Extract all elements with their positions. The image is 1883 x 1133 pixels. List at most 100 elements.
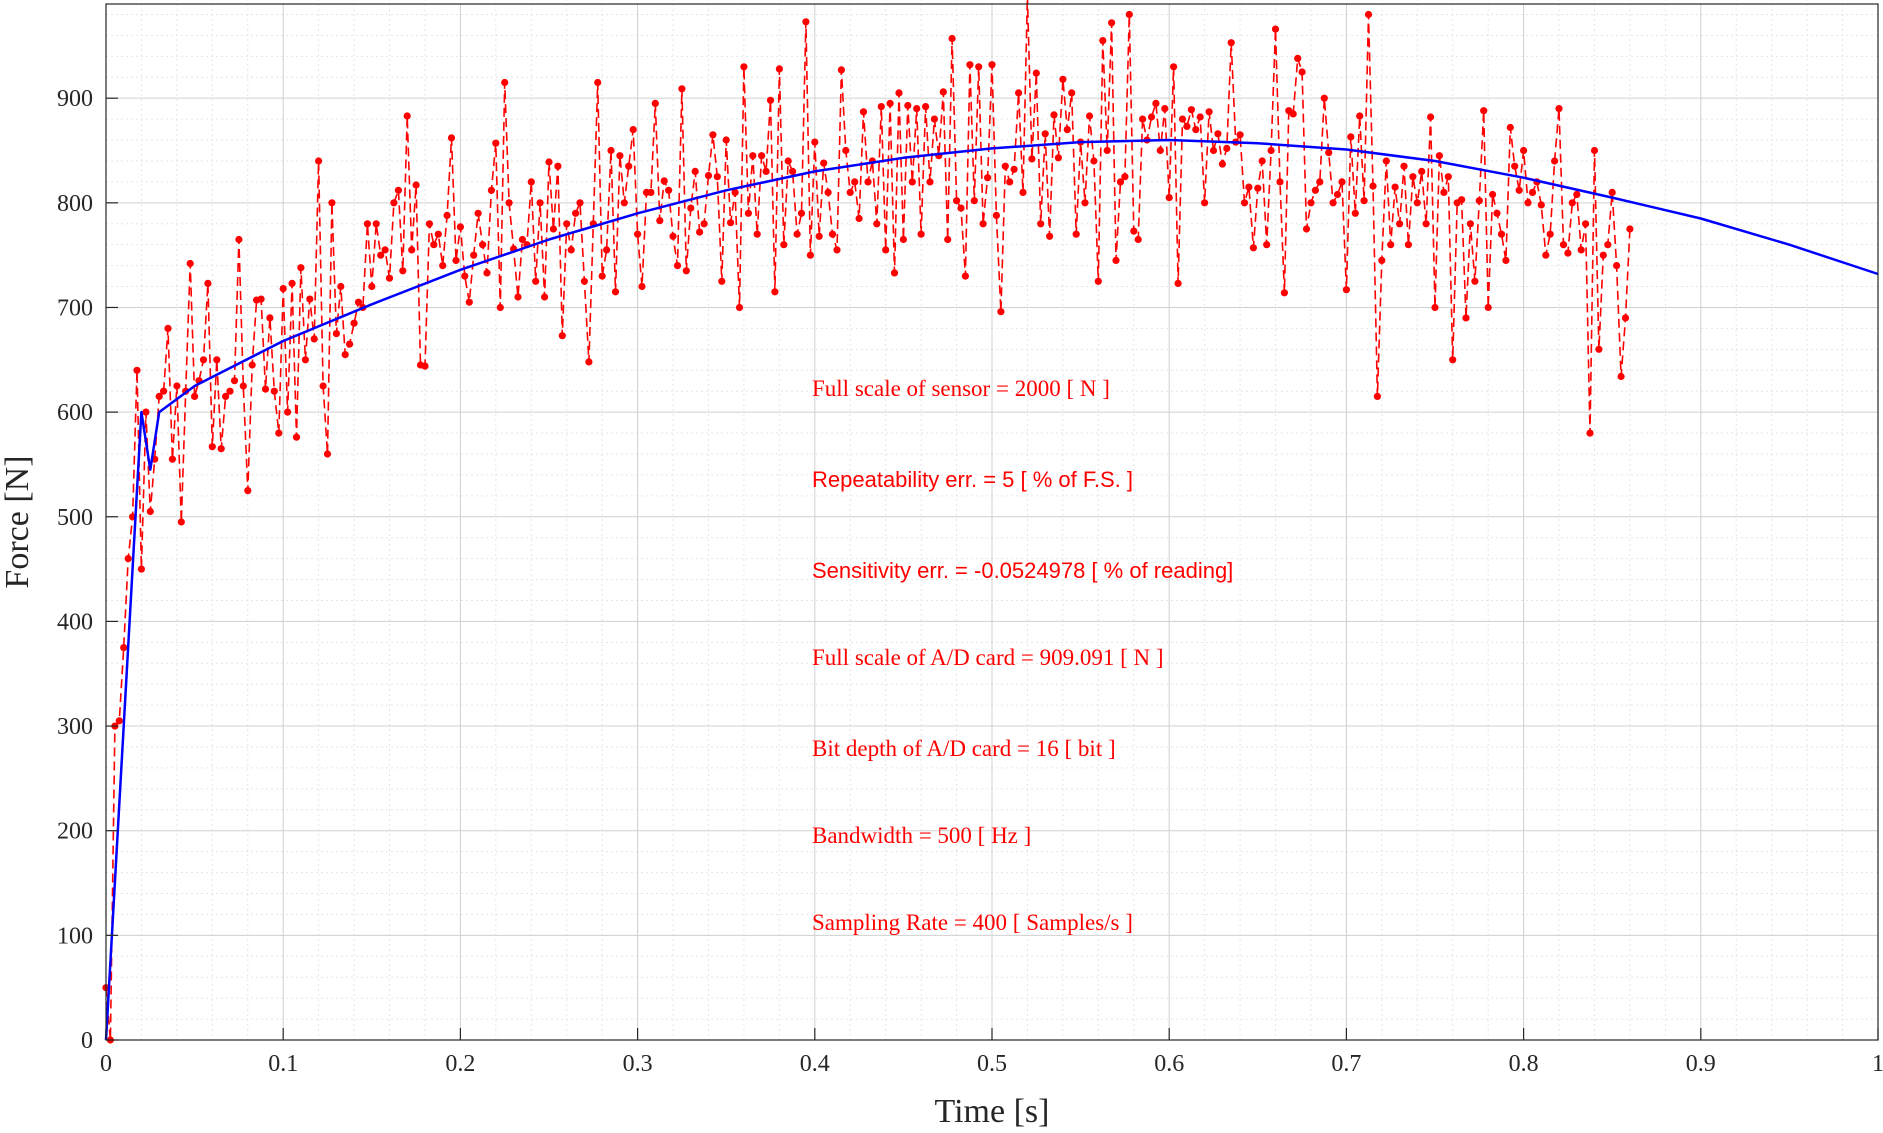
measured-force-point (1431, 303, 1439, 312)
x-tick-label: 0.7 (1331, 1051, 1361, 1077)
measured-force-point (740, 63, 748, 71)
x-tick-label: 0.5 (977, 1051, 1007, 1077)
measured-force-point (1582, 220, 1590, 228)
measured-force-point (461, 272, 469, 280)
measured-force-point (718, 277, 726, 285)
measured-force-point (1059, 75, 1067, 83)
measured-force-point (1466, 220, 1474, 228)
measured-force-point (492, 139, 500, 147)
measured-force-point (1528, 188, 1537, 196)
measured-force-point (926, 178, 934, 186)
measured-force-point (1484, 303, 1492, 312)
measured-force-point (975, 63, 983, 71)
x-tick-label: 0 (100, 1051, 112, 1077)
measured-force-point (244, 487, 252, 495)
annotation-text: Full scale of sensor = 2000 [ N ] (812, 376, 1110, 401)
measured-force-point (1227, 39, 1235, 47)
measured-force-point (1373, 392, 1381, 400)
measured-force-point (430, 241, 438, 249)
measured-force-point (820, 159, 828, 167)
measured-force-point (554, 162, 562, 170)
measured-force-point (1152, 99, 1160, 107)
measured-force-point (1289, 110, 1297, 118)
measured-force-point (381, 246, 389, 254)
measured-force-point (603, 246, 611, 254)
measured-force-point (346, 340, 354, 348)
measured-force-point (350, 319, 358, 327)
measured-force-point (447, 134, 456, 142)
measured-force-point (363, 220, 371, 228)
annotation-layer: Full scale of sensor = 2000 [ N ] Repeata… (812, 376, 1233, 935)
measured-force-point (1458, 196, 1466, 204)
measured-force-point (855, 214, 863, 223)
measured-force-point (115, 717, 123, 725)
measured-force-point (1015, 89, 1023, 97)
y-tick-label: 200 (57, 819, 93, 845)
measured-force-point (208, 443, 216, 451)
measured-force-point (452, 256, 460, 264)
measured-force-point (1108, 19, 1116, 27)
measured-force-point (328, 199, 336, 207)
measured-force-point (177, 518, 185, 526)
measured-force-point (368, 282, 376, 291)
measured-force-point (341, 351, 349, 359)
measured-force-point (1240, 199, 1249, 207)
measured-force-point (319, 382, 327, 390)
measured-force-point (811, 138, 819, 146)
measured-force-point (797, 209, 806, 217)
y-axis-label: Force [N] (0, 455, 36, 588)
measured-force-point (789, 167, 797, 175)
measured-force-point (576, 199, 584, 207)
x-tick-label: 0.1 (268, 1051, 298, 1077)
measured-force-point (1121, 173, 1129, 181)
measured-force-point (572, 209, 580, 217)
measured-force-point (1063, 126, 1071, 134)
measured-force-point (696, 228, 704, 236)
measured-force-point (1387, 241, 1395, 249)
measured-force-point (1364, 10, 1373, 19)
measured-force-point (1497, 230, 1506, 238)
measured-force-point (948, 34, 956, 43)
measured-force-point (541, 293, 549, 301)
y-tick-label: 0 (81, 1028, 93, 1054)
measured-force-point (222, 392, 230, 400)
measured-force-point (315, 157, 323, 165)
measured-force-point (846, 188, 854, 196)
measured-force-point (558, 332, 566, 340)
measured-force-point (292, 433, 301, 441)
measured-force-point (1440, 188, 1448, 196)
measured-force-point (727, 219, 735, 227)
measured-force-point (691, 167, 699, 175)
measured-force-point (922, 103, 930, 111)
measured-force-point (851, 178, 859, 186)
measured-force-point (1577, 246, 1585, 254)
measured-force-point (412, 181, 420, 189)
measured-force-point (1072, 230, 1080, 238)
measured-force-point (611, 288, 620, 296)
measured-force-point (230, 377, 239, 385)
measured-force-point (1559, 241, 1568, 249)
measured-force-point (1006, 178, 1014, 186)
measured-force-point (164, 324, 172, 332)
measured-force-point (930, 115, 939, 123)
annotation-text: Sensitivity err. = -0.0524978 [ % of rea… (812, 558, 1233, 583)
measured-force-point (1537, 201, 1545, 209)
measured-force-point (549, 225, 558, 233)
measured-force-point (1356, 112, 1364, 120)
y-tick-label: 300 (57, 714, 93, 740)
measured-force-point (310, 335, 318, 343)
measured-force-point (456, 223, 464, 231)
x-tick-label: 0.9 (1686, 1051, 1716, 1077)
measured-force-point (953, 197, 961, 205)
x-tick-label: 0.6 (1154, 1051, 1184, 1077)
measured-force-point (567, 246, 575, 254)
measured-force-point (514, 293, 522, 301)
measured-force-point (124, 555, 132, 563)
measured-force-point (917, 230, 925, 238)
measured-force-point (1050, 111, 1058, 119)
measured-force-point (142, 408, 150, 416)
measured-force-point (301, 356, 309, 364)
measured-force-point (647, 188, 655, 196)
measured-force-point (483, 269, 491, 277)
